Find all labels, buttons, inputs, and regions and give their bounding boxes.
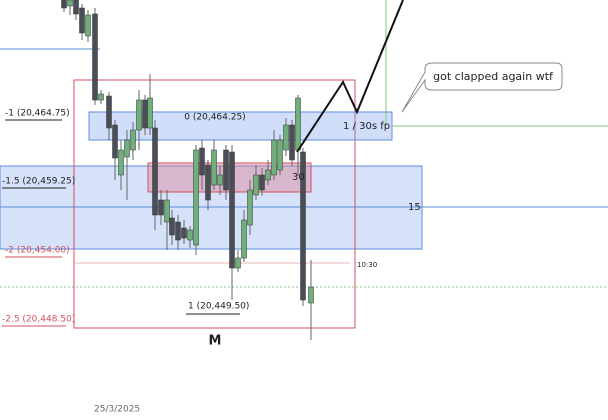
candle-body xyxy=(130,129,136,151)
drawn-path xyxy=(296,0,404,153)
candle-body xyxy=(61,0,67,9)
zone-label: 1 / 30s fp xyxy=(343,121,390,132)
candle-body xyxy=(181,227,187,239)
candle-body xyxy=(289,124,295,161)
candle-body xyxy=(124,139,130,158)
fib-label: -2 (20,454.00) xyxy=(5,246,70,256)
candle-body xyxy=(79,7,85,34)
candle-body xyxy=(277,139,283,171)
candle-body xyxy=(247,189,253,226)
candle-body xyxy=(187,229,193,241)
candle-body xyxy=(67,0,73,7)
candle-body xyxy=(164,199,170,223)
fib-label: -1 (20,464.75) xyxy=(5,109,70,119)
candle-body xyxy=(300,151,306,301)
candle-body xyxy=(295,97,301,151)
candle-body xyxy=(118,149,124,176)
fib-label: -2.5 (20,448.50) xyxy=(2,315,75,325)
candle-body xyxy=(158,199,164,216)
date-label: 25/3/2025 xyxy=(94,405,140,415)
small-label: 30 xyxy=(292,172,305,183)
candle-body xyxy=(308,286,314,304)
candle-body xyxy=(193,149,199,246)
time-marker: 10:30 xyxy=(357,261,377,269)
candle-body xyxy=(271,139,277,176)
candle-body xyxy=(112,124,118,159)
candle-body xyxy=(253,174,259,196)
candle-body xyxy=(98,93,104,101)
candle-body xyxy=(259,174,265,191)
fib-label: 1 (20,449.50) xyxy=(188,302,249,312)
candles xyxy=(61,0,314,340)
candle-body xyxy=(205,164,211,201)
candle-body xyxy=(136,99,142,131)
fib-label: -1.5 (20,459.25) xyxy=(2,177,75,187)
line-label: 15 xyxy=(408,202,421,213)
candle-body xyxy=(283,124,289,151)
range-box xyxy=(73,79,356,329)
candle-body xyxy=(217,174,223,186)
candle-body xyxy=(169,217,175,236)
candle-body xyxy=(73,0,79,15)
callout-box xyxy=(401,62,563,113)
candle-body xyxy=(85,14,91,37)
candle-body xyxy=(265,169,271,181)
fib-label: 0 (20,464.25) xyxy=(184,113,245,123)
candle-body xyxy=(223,149,229,191)
candle-body xyxy=(199,147,205,176)
candle-body xyxy=(106,95,112,129)
candle-body xyxy=(229,151,235,269)
candle-body xyxy=(241,219,247,259)
pattern-label: M xyxy=(209,334,222,349)
candle-body xyxy=(92,13,98,101)
candle-body xyxy=(147,97,153,129)
candle-body xyxy=(235,257,241,269)
candle-body xyxy=(142,99,148,129)
candle-body xyxy=(152,127,158,216)
candle-body xyxy=(175,221,181,241)
callout-text: got clapped again wtf xyxy=(433,70,554,83)
candle-body xyxy=(211,149,217,186)
